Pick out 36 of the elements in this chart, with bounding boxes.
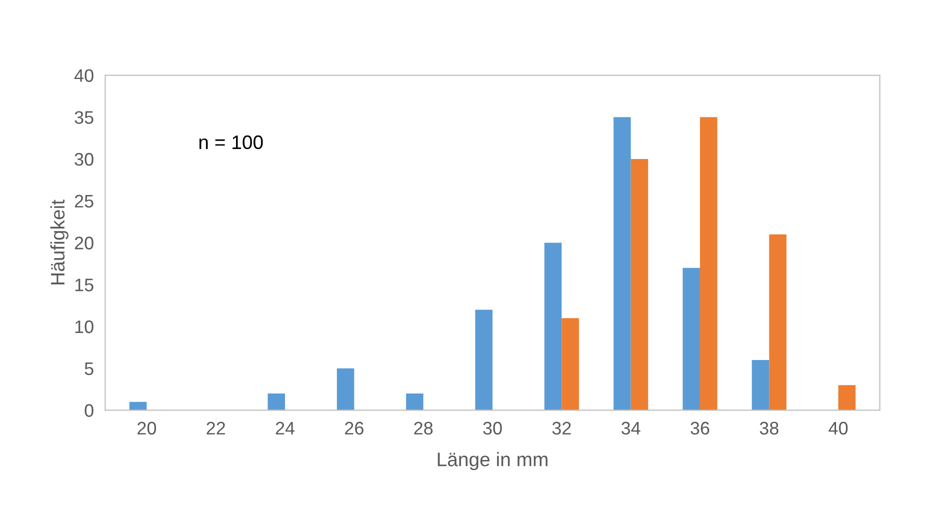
y-tick-label: 30 [74,152,94,166]
y-tick-label: 40 [74,69,94,82]
bar [682,268,700,410]
x-axis-title: Länge in mm [438,452,548,470]
y-tick-label: 0 [84,404,94,417]
bar [700,117,718,410]
x-tick-label: 38 [760,422,778,435]
bar [838,385,856,410]
bar [752,360,770,410]
x-tick-label: 22 [206,422,225,434]
bar [769,234,786,410]
y-axis-title: Häufigkeit [50,200,68,284]
bar [544,242,562,410]
y-tick-label: 5 [84,362,94,376]
x-tick-label: 20 [138,422,156,435]
x-tick-label: 32 [552,422,571,435]
y-tick-label: 35 [74,111,94,124]
x-tick-label: 26 [345,422,364,435]
bar [562,318,579,410]
y-tick-label: 15 [75,278,94,292]
x-tick-label: 28 [414,422,433,435]
bar [406,393,424,410]
bar [630,159,648,410]
annotation: n = 100 [199,135,263,150]
x-tick-label: 30 [483,422,502,435]
x-tick-label: 24 [276,422,295,434]
bar [268,393,286,410]
y-tick-label: 10 [75,320,94,334]
x-tick-label: 34 [621,422,640,435]
x-tick-label: 36 [690,422,710,435]
y-tick-label: 20 [74,236,94,250]
x-tick-label: 40 [828,422,848,435]
y-tick-label: 25 [74,194,94,208]
bar [336,368,354,410]
bar [475,310,492,410]
bar [614,117,631,410]
